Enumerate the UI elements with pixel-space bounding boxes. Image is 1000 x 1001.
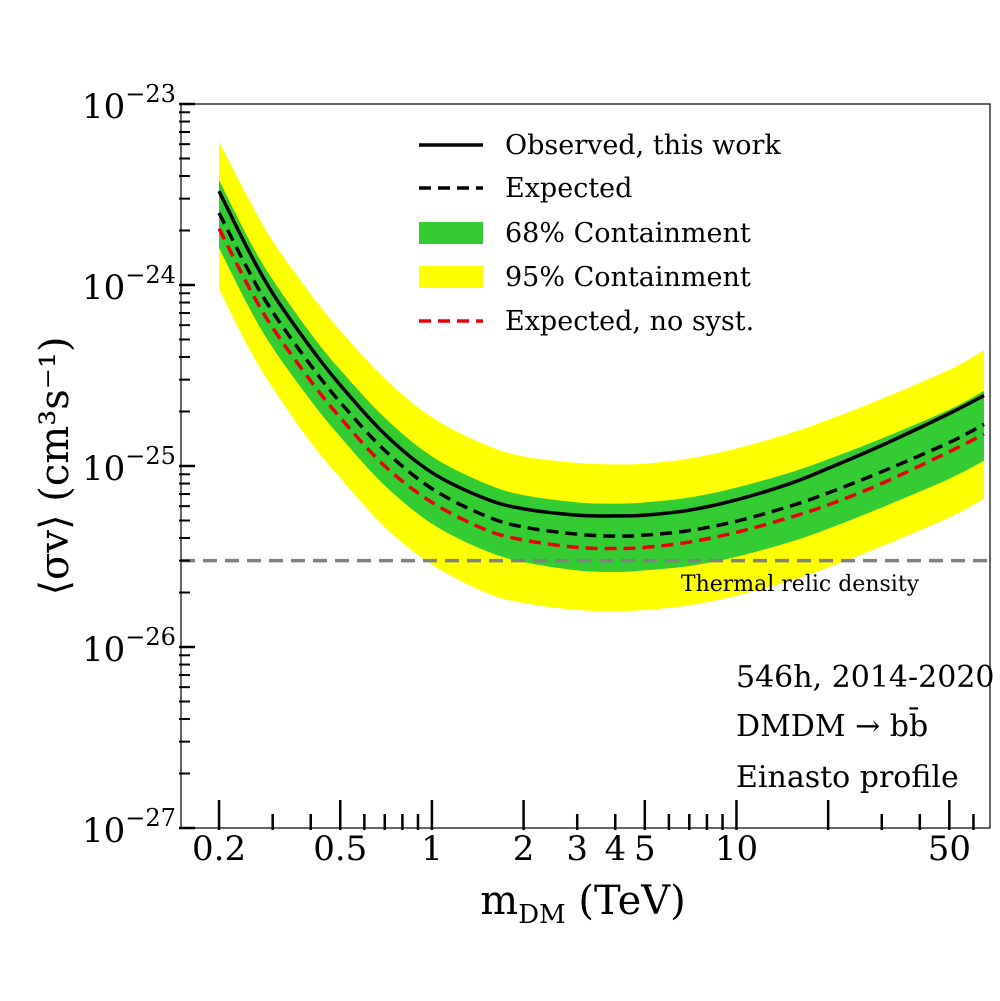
legend: Observed, this work Expected 68% Containme… (419, 130, 781, 337)
legend-swatch (419, 222, 483, 244)
x-tick-label: 50 (928, 829, 971, 869)
x-tick-label: 0.5 (313, 829, 367, 869)
legend-label: 68% Containment (505, 218, 751, 249)
x-tick-label: 4 (604, 829, 626, 869)
legend-label: Expected, no syst. (505, 306, 754, 337)
legend-label: 95% Containment (505, 262, 751, 293)
plot-area (181, 141, 990, 612)
expected-line (217, 212, 985, 538)
y-tick-label: 10−24 (82, 261, 176, 308)
expected-no-syst-line (217, 227, 985, 551)
thermal-relic-label: Thermal relic density (681, 572, 920, 597)
x-tick-label: 0.2 (192, 829, 246, 869)
x-tick-label: 3 (566, 829, 588, 869)
profile-annotation: Einasto profile (736, 760, 959, 795)
x-tick-label: 1 (421, 829, 443, 869)
y-tick-label: 10−26 (82, 623, 176, 670)
x-tick-label: 5 (634, 829, 656, 869)
axes: 10−27 10−26 10−25 10−24 10−23 0.2 0.5 1 2 3 4 5 10 50 (82, 80, 975, 869)
legend-label: Expected (505, 173, 632, 204)
x-tick-label: 2 (513, 829, 535, 869)
y-tick-label: 10−27 (82, 804, 176, 851)
x-axis-title: mDM (TeV) (480, 878, 685, 930)
y-tick-label: 10−23 (82, 80, 176, 127)
y-tick-label: 10−25 (82, 442, 176, 489)
channel-annotation: DMDM → bb̄ (736, 706, 928, 744)
legend-label: Observed, this work (505, 130, 781, 161)
observed-line (217, 190, 985, 518)
legend-swatch (419, 266, 483, 288)
y-axis-title: ⟨σv⟩ (cm³s⁻¹) (32, 336, 78, 595)
exposure-annotation: 546h, 2014-2020 (736, 660, 995, 695)
x-tick-label: 10 (715, 829, 758, 869)
